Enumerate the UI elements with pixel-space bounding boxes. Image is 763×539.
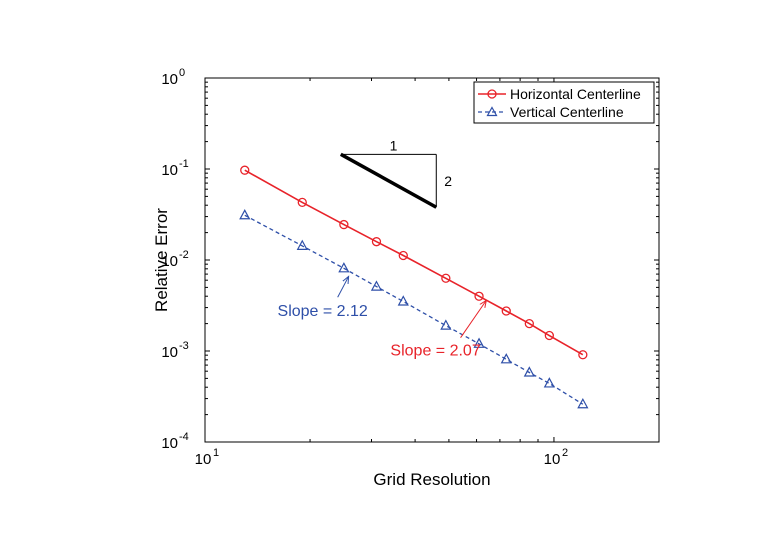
data-point [578, 350, 588, 360]
x-tick-label-exponent: 2 [562, 447, 568, 459]
annotation-arrow [460, 300, 487, 338]
data-point [239, 209, 251, 220]
data-point [440, 319, 452, 330]
y-tick-label-exponent: -1 [179, 158, 189, 170]
data-point [474, 291, 484, 301]
series-line-0 [244, 169, 584, 356]
slope-triangle-rise-label: 2 [444, 173, 452, 189]
series-line-1 [244, 214, 584, 405]
data-point [544, 330, 554, 341]
legend-box [473, 81, 655, 124]
data-point [523, 366, 535, 377]
annotation-arrow [337, 276, 349, 298]
legend-label-horizontal: Horizontal Centerline [510, 86, 641, 102]
y-tick-label: 10 [161, 71, 178, 88]
data-point [397, 295, 409, 306]
annotation-label: Slope = 2.12 [278, 303, 368, 320]
plot-area [204, 77, 660, 443]
x-tick-label: 10 [195, 451, 212, 468]
data-point [370, 280, 383, 291]
legend-marker-horizontal [487, 89, 497, 99]
data-point [473, 337, 485, 348]
y-tick-label: 10 [161, 435, 178, 452]
series-layer [239, 165, 589, 409]
data-point [501, 306, 511, 316]
x-tick-label: 10 [544, 451, 561, 468]
data-point [338, 262, 350, 273]
data-point [339, 219, 349, 230]
x-tick-label-exponent: 1 [213, 447, 219, 459]
annotation-layer: Slope = 2.12 Slope = 2.07 1 2 [278, 137, 487, 360]
y-tick-label: 10 [161, 162, 178, 179]
axis-ticks: 10 1 10 210 -410 -310 -210 -110 0 [161, 67, 660, 468]
data-point [240, 165, 250, 175]
legend-marker-vertical [486, 106, 498, 117]
y-tick-label-exponent: -2 [179, 249, 189, 261]
legend-label-vertical: Vertical Centerline [510, 104, 624, 120]
slope-triangle-run-label: 1 [390, 137, 398, 153]
y-tick-label-exponent: -3 [179, 340, 189, 352]
data-point [543, 377, 555, 388]
data-point [500, 353, 512, 364]
x-axis-label: Grid Resolution [373, 470, 490, 489]
y-axis-label: Relative Error [152, 208, 171, 312]
y-tick-label: 10 [161, 253, 178, 270]
data-point [296, 239, 308, 250]
y-tick-label: 10 [161, 344, 178, 361]
data-point [577, 397, 589, 409]
data-point [441, 273, 451, 283]
y-tick-label-exponent: 0 [179, 67, 185, 79]
data-point [398, 250, 408, 261]
annotation-label: Slope = 2.07 [390, 343, 480, 360]
legend: Horizontal Centerline Vertical Centerlin… [473, 81, 655, 124]
data-point [524, 318, 534, 329]
data-point [297, 197, 307, 208]
data-point [371, 237, 382, 247]
slope-triangle-hypotenuse [339, 152, 438, 209]
y-tick-label-exponent: -4 [179, 431, 189, 443]
